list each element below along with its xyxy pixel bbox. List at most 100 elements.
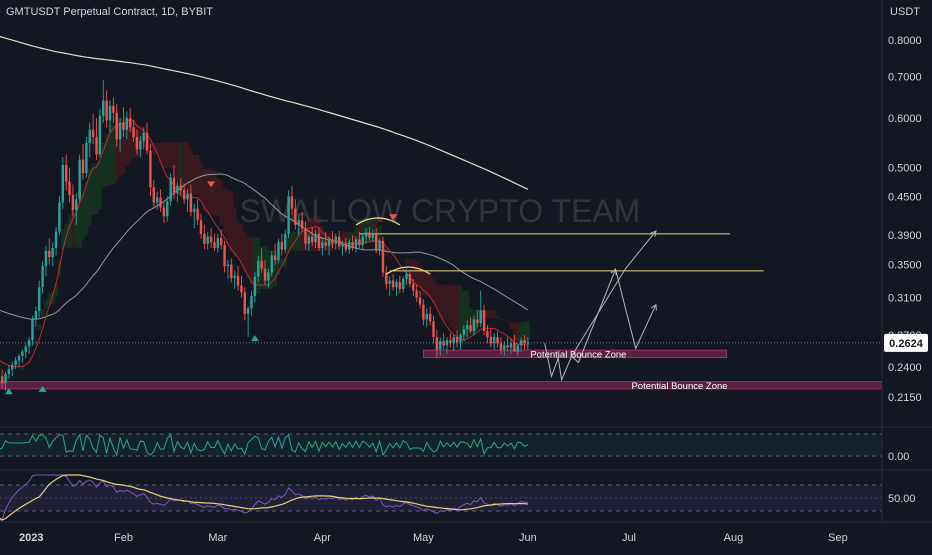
buy-signal-icon: [38, 385, 47, 392]
bounce-zone-label: Potential Bounce Zone: [530, 349, 626, 360]
cloud-segment: [297, 227, 301, 251]
candle-body: [432, 321, 435, 338]
candle-body: [162, 207, 166, 217]
candle-body: [405, 274, 408, 279]
cloud-segment: [74, 204, 79, 248]
candle-body: [226, 264, 230, 267]
cloud-segment: [286, 234, 291, 254]
cloud-segment: [199, 163, 203, 200]
candle-body: [287, 196, 290, 234]
candle-body: [75, 199, 78, 210]
candle-body: [280, 242, 284, 250]
cloud-segment: [192, 154, 197, 195]
candle-body: [31, 319, 34, 341]
candle-body: [196, 208, 199, 221]
cloud-segment: [47, 293, 52, 305]
cloud-segment: [206, 169, 210, 212]
candle-body: [445, 340, 449, 346]
candle-body: [38, 287, 41, 312]
candle-body: [469, 325, 472, 332]
price-tick-label: 0.3500: [888, 260, 922, 272]
candle-body: [21, 351, 24, 357]
candle-body: [300, 220, 304, 229]
candle-body: [172, 177, 176, 194]
moving-averages: [0, 35, 529, 368]
cloud-segment: [67, 215, 72, 248]
cloud-segment: [222, 187, 227, 234]
price-tick-label: 0.3900: [888, 230, 922, 242]
candle-body: [284, 233, 287, 250]
time-axis: 2023 Feb Mar Apr May Jun Jul Aug Sep: [19, 532, 848, 544]
candle-body: [135, 136, 139, 150]
bounce-zone-label: Potential Bounce Zone: [631, 381, 727, 392]
candle-body: [179, 185, 182, 191]
projection-arrow: [650, 230, 657, 238]
candle-body: [307, 236, 311, 244]
cloud-segment: [391, 259, 395, 260]
candle-body: [395, 282, 398, 288]
candle-body: [294, 208, 297, 225]
cloud-segment: [0, 361, 1, 363]
cloud-segment: [388, 256, 392, 260]
cloud-segment: [283, 256, 288, 269]
cloud-segment: [414, 261, 419, 285]
cloud-segment: [185, 142, 190, 193]
cloud-segment: [243, 231, 247, 272]
price-tick-label: 0.7000: [888, 71, 922, 83]
cloud-segment: [158, 143, 163, 163]
cloud-segment: [445, 284, 449, 323]
candle-body: [368, 232, 371, 239]
cloud-segment: [226, 189, 230, 245]
candle-body: [479, 310, 482, 324]
candle-body: [159, 197, 162, 208]
cloud-segment: [24, 365, 28, 367]
candle-body: [408, 274, 412, 284]
candle-body: [206, 236, 209, 244]
candle-body: [462, 329, 466, 336]
candle-body: [290, 196, 294, 209]
candle-body: [108, 105, 112, 121]
candle-body: [78, 159, 81, 200]
time-tick-label: Feb: [114, 532, 133, 544]
cloud-segment: [431, 278, 436, 304]
cloud-segment: [179, 142, 183, 193]
time-tick-label: Apr: [314, 532, 331, 544]
candle-body: [54, 231, 58, 249]
cloud-segment: [398, 259, 402, 260]
candle-body: [334, 236, 337, 244]
cloud-segment: [81, 194, 85, 241]
candle-body: [381, 240, 385, 273]
cloud-segment: [77, 204, 82, 248]
cloud-segment: [418, 264, 422, 288]
candle-body: [11, 364, 14, 370]
candle-body: [98, 115, 102, 155]
candle-body: [391, 280, 395, 288]
cloud-segment: [428, 272, 433, 297]
watermark: SWALLOW CRYPTO TEAM: [240, 193, 641, 229]
cloud-segment: [280, 259, 284, 266]
cloud-segment: [371, 218, 375, 241]
candle-body: [422, 304, 425, 320]
candle-body: [34, 311, 38, 320]
candle-body: [61, 164, 65, 203]
cloud-segment: [61, 229, 65, 250]
cloud-segment: [37, 324, 42, 331]
candle-body: [378, 240, 381, 250]
cloud-segment: [495, 315, 500, 319]
candle-body: [51, 248, 54, 257]
candle-body: [310, 236, 314, 243]
cloud-segment: [219, 179, 224, 225]
candle-body: [455, 337, 459, 343]
candle-body: [348, 242, 351, 250]
candle-body: [260, 260, 263, 269]
cloud-segment: [155, 143, 160, 155]
candle-body: [449, 340, 452, 344]
price-tick-label: 0.4500: [888, 191, 922, 203]
indicator-pane: 0.00: [0, 433, 909, 463]
resistance-levels: [359, 233, 764, 272]
cloud-segment: [34, 340, 38, 346]
candle-body: [186, 193, 189, 200]
cloud-segment: [276, 259, 281, 275]
